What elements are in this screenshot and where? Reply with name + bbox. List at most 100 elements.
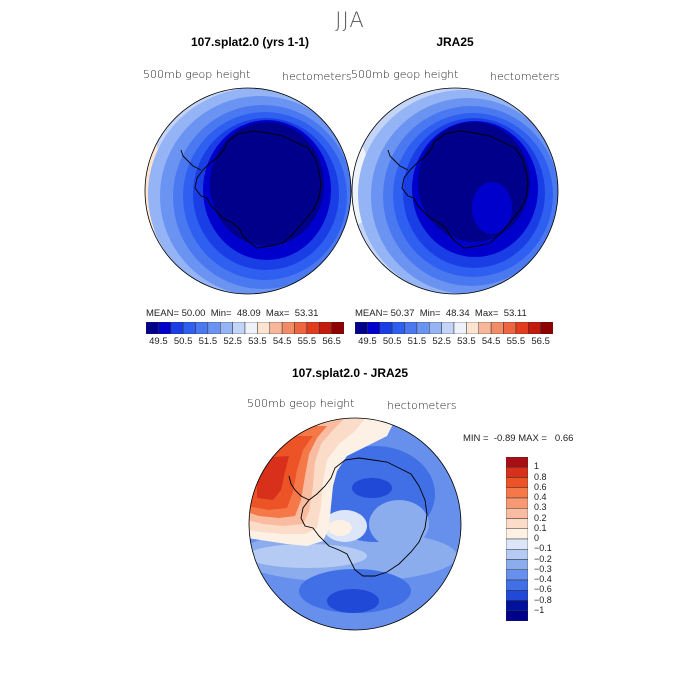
colorbar-swatch [453,322,467,334]
colorbar-swatch [182,322,196,334]
colorbar-tick-label: −0.8 [534,594,552,605]
colorbar-tick-label: 49.5 [358,336,377,347]
colorbar-swatch [506,538,528,550]
colorbar-swatch [506,467,528,478]
colorbar-swatch [257,322,270,334]
contour-band [249,544,367,568]
colorbar-swatch [506,600,528,611]
colorbar-tick-label: 53.5 [457,336,476,347]
colorbar-tick-label: 49.5 [149,336,168,347]
colorbar-tick-label: 0.4 [534,492,547,502]
colorbar-swatch [207,322,221,334]
colorbar-swatch [367,322,380,334]
peninsula-coastline [288,475,310,501]
colorbar-tick-label: −0.2 [534,553,552,564]
colorbar-swatch [506,590,528,601]
contour-band [418,122,530,242]
colorbar-swatch [466,322,479,334]
colorbar-swatch [506,477,528,488]
colorbar-swatch [506,497,528,509]
colorbar-swatch [294,322,308,334]
colorbar-swatch [429,322,442,334]
colorbar-swatch [416,322,430,334]
colorbar-tick-label: 0.2 [534,512,547,523]
season-title: JJA [335,8,365,32]
colorbar-swatch [158,322,171,334]
colorbar-swatch [355,322,368,334]
colorbar-swatch [506,487,528,499]
colorbar-swatch [506,559,528,570]
panel3-colorbar: 1 0.8 0.6 0.4 0.3 0.2 0.1 0 −0.1 −0.2 −0.3 −0.4 −0.6… [506,457,566,625]
colorbar-swatch [146,322,159,334]
panel2-colorbar-swatches [355,322,553,334]
colorbar-swatch [506,528,528,540]
colorbar-tick-label: 55.5 [297,336,317,347]
map-boundary [351,87,559,295]
map-boundary [144,87,352,295]
map-boundary [248,417,462,631]
colorbar-swatch [244,322,258,334]
colorbar-swatch [306,322,320,334]
panel2-map [351,87,559,295]
colorbar-tick-label: 1 [534,461,540,472]
colorbar-tick-label: 51.5 [407,336,427,347]
colorbar-swatch [232,322,246,334]
colorbar-swatch [319,322,332,334]
colorbar-swatch [478,322,492,334]
colorbar-swatch [490,322,504,334]
panel3-colorbar-swatches [506,457,528,621]
panel3-map [248,417,462,631]
colorbar-tick-label: 50.5 [173,336,193,347]
panel1-colorbar: 49.5 50.5 51.5 52.5 53.5 54.5 55.5 56.5 [146,322,344,350]
contour-band [352,478,392,498]
colorbar-tick-label: 55.5 [506,336,526,347]
contour-band [328,520,352,536]
panel2-title: JRA25 [436,35,474,49]
colorbar-swatch [220,322,233,334]
peninsula-coastline [387,149,409,171]
contour-band [327,589,379,613]
panel2-units-label: hectometers [490,70,560,83]
colorbar-tick-label: 51.5 [198,336,218,347]
colorbar-swatch [506,518,528,529]
colorbar-tick-label: −1 [534,604,545,615]
colorbar-tick-label: 0.3 [534,502,547,513]
colorbar-tick-label: 0.1 [534,522,547,533]
antarctica-coastline [194,130,322,249]
panel1-map [144,87,352,295]
antarctica-coastline [401,130,529,249]
colorbar-swatch [391,322,405,334]
colorbar-swatch [506,549,528,560]
panel1-title: 107.splat2.0 (yrs 1-1) [190,35,310,49]
colorbar-swatch [269,322,283,334]
panel2-field-label: 500mb geop height [351,68,459,81]
panel3-field-label: 500mb geop height [247,397,355,410]
colorbar-swatch [281,322,295,334]
colorbar-swatch [506,610,528,621]
colorbar-swatch [331,322,344,334]
colorbar-swatch [195,322,209,334]
panel1-colorbar-swatches [146,322,344,334]
colorbar-tick-label: 56.5 [322,336,341,347]
colorbar-swatch [170,322,184,334]
colorbar-swatch [441,322,455,334]
colorbar-swatch [506,457,528,468]
colorbar-swatch [515,322,529,334]
colorbar-tick-label: 56.5 [531,336,550,347]
colorbar-swatch [506,508,528,519]
colorbar-swatch [404,322,418,334]
colorbar-swatch [540,322,553,334]
colorbar-swatch [506,569,528,581]
colorbar-tick-label: −0.4 [534,574,552,584]
colorbar-swatch [503,322,517,334]
colorbar-swatch [379,322,393,334]
colorbar-tick-label: 53.5 [248,336,267,347]
colorbar-swatch [506,579,528,591]
panel2-stats: MEAN= 50.37 Min= 48.34 Max= 53.11 [355,308,527,319]
panel1-stats: MEAN= 50.00 Min= 48.09 Max= 53.31 [146,308,319,319]
panel1-field-label: 500mb geop height [143,68,251,81]
colorbar-tick-label: 50.5 [382,336,402,347]
panel3-units-label: hectometers [387,399,457,412]
antarctica-coastline [300,457,428,577]
contour-band [210,122,324,246]
